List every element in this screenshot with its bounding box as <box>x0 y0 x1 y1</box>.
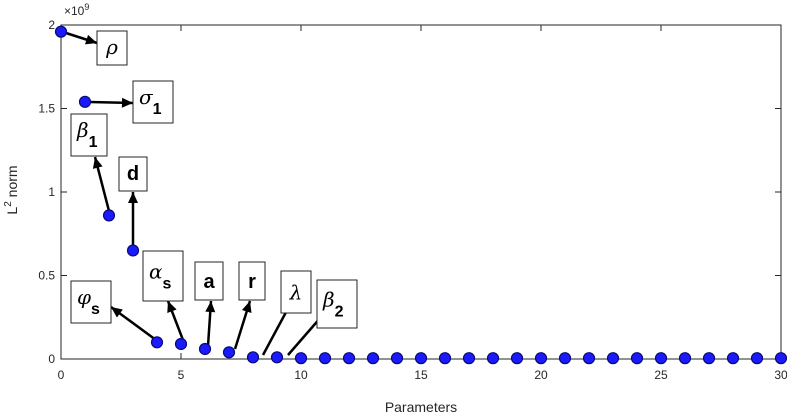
arrowhead-sigma1 <box>121 97 133 108</box>
data-point <box>750 352 764 365</box>
data-point <box>702 352 716 365</box>
annotation-box-sigma1 <box>132 80 174 124</box>
x-tick-label: 10 <box>294 368 308 382</box>
arrowhead-beta1 <box>92 157 103 169</box>
axis-labels: Parameters L2 norm ×109 <box>3 2 457 415</box>
annotation-label-a: a <box>203 271 215 293</box>
x-tick-label: 15 <box>414 368 428 382</box>
annotation-box-lambda <box>280 270 312 314</box>
x-tick-label: 30 <box>774 368 787 382</box>
data-point <box>318 352 332 365</box>
x-tick-label: 0 <box>58 368 65 382</box>
data-point <box>534 352 548 365</box>
data-point <box>198 342 212 356</box>
data-point <box>78 95 92 108</box>
data-point <box>390 352 404 365</box>
annotation-boxes: ρ σ1 β1 d φs αs a r λ β2 <box>70 30 358 329</box>
annotation-box-d <box>118 156 148 192</box>
data-points <box>54 25 787 365</box>
data-point <box>270 351 284 364</box>
data-point <box>294 352 308 365</box>
annotation-label-lambda: λ <box>289 281 303 305</box>
y-multiplier: ×109 <box>64 2 89 18</box>
data-point <box>462 352 476 365</box>
tick-labels: 0 5 10 15 20 25 30 0 0.5 1 1.5 2 <box>38 18 787 382</box>
data-point <box>654 352 668 365</box>
annotation-label-beta2: β2 <box>322 287 344 320</box>
annotation-box-alphas <box>142 250 184 302</box>
data-point <box>222 346 236 359</box>
data-point <box>486 352 500 365</box>
data-point <box>342 352 356 365</box>
data-point <box>54 25 68 38</box>
arrowhead-r <box>241 301 252 313</box>
annotation-box-beta2 <box>316 279 358 329</box>
data-point <box>558 352 572 365</box>
arrowhead-rho <box>84 34 97 45</box>
x-tick-label: 20 <box>534 368 548 382</box>
arrowhead-d <box>128 192 138 203</box>
arrowhead-phis <box>111 307 123 318</box>
annotation-label-phis: φs <box>77 285 100 318</box>
y-axis-label-l: L <box>4 207 20 215</box>
arrowhead-alphas <box>167 301 177 314</box>
arrowhead-a <box>205 301 216 313</box>
y-axis-label-sup: 2 <box>3 201 14 207</box>
annotation-box-beta1 <box>70 113 108 157</box>
annotation-box-a <box>194 261 224 301</box>
x-tick-label: 5 <box>178 368 185 382</box>
data-point <box>102 209 116 222</box>
annotation-label-r: r <box>248 271 256 293</box>
data-point <box>774 352 787 365</box>
y-tick-label: 1.5 <box>38 102 55 116</box>
y-tick-label: 0 <box>48 352 55 366</box>
data-point <box>126 244 140 257</box>
data-point <box>150 336 164 349</box>
annotation-box-phis <box>70 280 112 324</box>
annotation-label-d: d <box>127 163 139 185</box>
annotation-label-beta1: β1 <box>76 118 98 151</box>
annotation-label-sigma1: σ1 <box>139 85 162 118</box>
y-axis-label: L2 norm <box>3 165 20 214</box>
annotation-label-rho: ρ <box>105 35 118 59</box>
data-point <box>582 352 596 365</box>
y-tick-label: 0.5 <box>38 269 55 283</box>
data-point <box>414 352 428 365</box>
y-tick-label: 1 <box>48 185 55 199</box>
annotation-box-r <box>238 261 266 301</box>
y-axis-label-rest: norm <box>4 165 20 201</box>
data-point <box>678 352 692 365</box>
data-point <box>246 351 260 364</box>
annotation-box-rho <box>96 30 128 66</box>
data-point <box>438 352 452 365</box>
x-tick-label: 25 <box>654 368 668 382</box>
data-point <box>606 352 620 365</box>
x-axis-label: Parameters <box>385 399 457 415</box>
y-tick-label: 2 <box>48 18 55 32</box>
data-point <box>726 352 740 365</box>
data-point <box>630 352 644 365</box>
data-point <box>366 352 380 365</box>
annotation-label-alphas: αs <box>149 260 172 293</box>
data-point <box>510 352 524 365</box>
data-point <box>174 337 188 351</box>
